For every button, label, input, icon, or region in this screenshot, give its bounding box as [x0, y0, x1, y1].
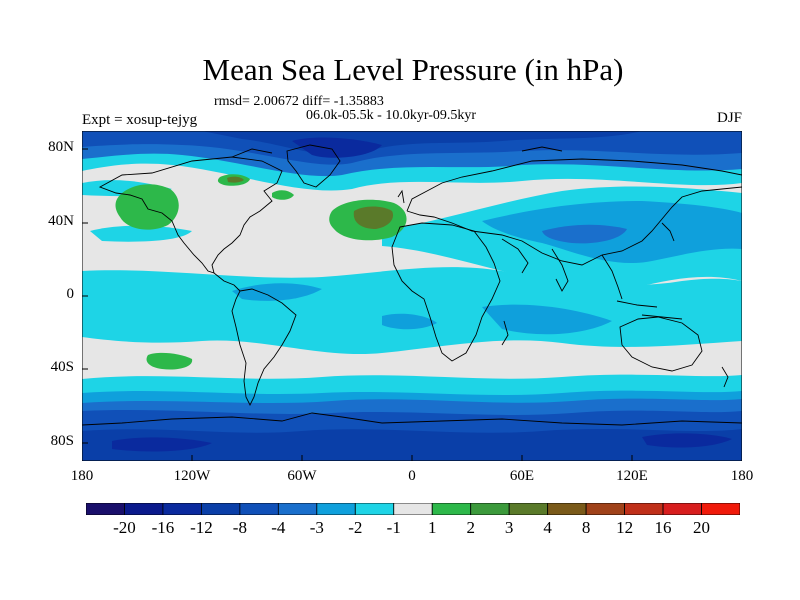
colorbar-label: -12 [190, 518, 213, 537]
coastlines [82, 144, 742, 426]
y-tick-label: 40S [50, 359, 74, 375]
colorbar-label: 1 [427, 518, 437, 537]
colorbar-swatch [701, 503, 740, 515]
colorbar-label: 20 [693, 518, 711, 537]
pressure-anomaly-map [82, 131, 742, 461]
colorbar-swatch [662, 503, 702, 515]
colorbar-swatch [162, 503, 202, 515]
y-tick-label: 40N [48, 213, 74, 229]
x-tick-label: 120W [173, 468, 211, 484]
stats-text: rmsd= 2.00672 diff= -1.35883 [214, 94, 384, 109]
period-text: 06.0k-05.5k - 10.0kyr-09.5kyr [306, 108, 477, 123]
colorbar-label: -1 [386, 518, 401, 537]
colorbar-swatch [547, 503, 587, 515]
x-tick-label: 60W [287, 468, 317, 484]
colorbar-swatch [585, 503, 625, 515]
x-tick-label: 0 [408, 468, 416, 484]
colorbar-swatch [316, 503, 356, 515]
y-tick-label: 80S [50, 433, 74, 449]
colorbar-swatch [277, 503, 318, 515]
colorbar-label: -16 [151, 518, 175, 537]
arctic-high-anomaly [217, 174, 294, 200]
southern-ocean-negative-anomaly [82, 374, 742, 461]
colorbar-label: -8 [232, 518, 247, 537]
y-tick-label: 80N [48, 139, 74, 155]
colorbar-label: -4 [271, 518, 286, 537]
axis-ticks [82, 148, 742, 461]
colorbar-swatch [624, 503, 664, 515]
colorbar-swatch [201, 503, 241, 515]
colorbar-label: -20 [113, 518, 136, 537]
colorbar [86, 503, 740, 515]
colorbar-label: -3 [309, 518, 324, 537]
colorbar-label: 16 [654, 518, 672, 537]
colorbar-label: -2 [348, 518, 363, 537]
tropical-negative-anomaly [82, 267, 742, 355]
colorbar-swatch [431, 503, 472, 515]
colorbar-swatch [354, 503, 395, 515]
map-title: Mean Sea Level Pressure (in hPa) [202, 52, 624, 87]
x-tick-label: 180 [70, 468, 94, 484]
x-tick-label: 120E [616, 468, 648, 484]
colorbar-swatch [508, 503, 549, 515]
colorbar-label: 4 [543, 518, 552, 537]
season-label: DJF [716, 110, 742, 126]
colorbar-swatch [393, 503, 433, 515]
colorbar-swatch [470, 503, 510, 515]
colorbar-swatch [124, 503, 164, 515]
arctic-anomaly [82, 131, 742, 191]
colorbar-swatch [239, 503, 279, 515]
colorbar-swatch [86, 503, 125, 515]
colorbar-label: 8 [581, 518, 591, 537]
south-pacific-high-anomaly [146, 352, 193, 370]
colorbar-label: 12 [616, 518, 634, 537]
colorbar-label: 3 [504, 518, 514, 537]
y-tick-label: 0 [66, 286, 75, 302]
north-atlantic-high-anomaly [329, 199, 407, 241]
eurasia-negative-anomaly [82, 180, 742, 293]
colorbar-label: 2 [466, 518, 475, 537]
x-tick-label: 60E [509, 468, 535, 484]
experiment-label: Expt = xosup-tejyg [82, 112, 198, 128]
x-tick-label: 180 [730, 468, 754, 484]
